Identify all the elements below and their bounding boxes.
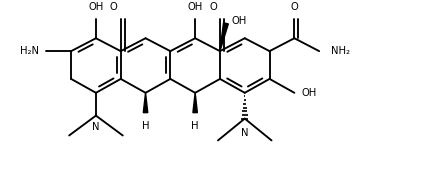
Text: H: H <box>191 121 199 131</box>
Polygon shape <box>220 23 228 51</box>
Text: OH: OH <box>301 88 317 98</box>
Polygon shape <box>143 93 148 113</box>
Text: O: O <box>110 3 118 12</box>
Text: OH: OH <box>187 3 203 12</box>
Text: N: N <box>92 122 100 132</box>
Text: H: H <box>142 121 149 131</box>
Text: NH₂: NH₂ <box>331 46 350 56</box>
Text: N: N <box>241 127 249 138</box>
Text: OH: OH <box>232 16 247 26</box>
Text: O: O <box>291 3 298 12</box>
Text: O: O <box>209 3 217 12</box>
Polygon shape <box>193 93 197 113</box>
Text: OH: OH <box>88 3 104 12</box>
Text: H₂N: H₂N <box>21 46 39 56</box>
